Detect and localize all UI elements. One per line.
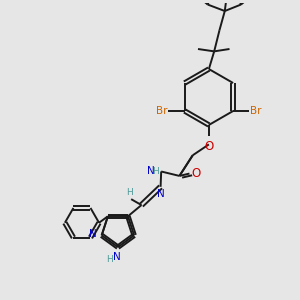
Text: O: O	[205, 140, 214, 153]
Text: H: H	[152, 167, 159, 176]
Text: N: N	[113, 252, 121, 262]
Text: Br: Br	[156, 106, 168, 116]
Text: H: H	[106, 255, 113, 264]
Text: N: N	[157, 189, 164, 199]
Text: Br: Br	[250, 106, 262, 116]
Text: O: O	[192, 167, 201, 180]
Text: H: H	[127, 188, 134, 197]
Text: N: N	[88, 229, 96, 239]
Text: N: N	[147, 166, 155, 176]
